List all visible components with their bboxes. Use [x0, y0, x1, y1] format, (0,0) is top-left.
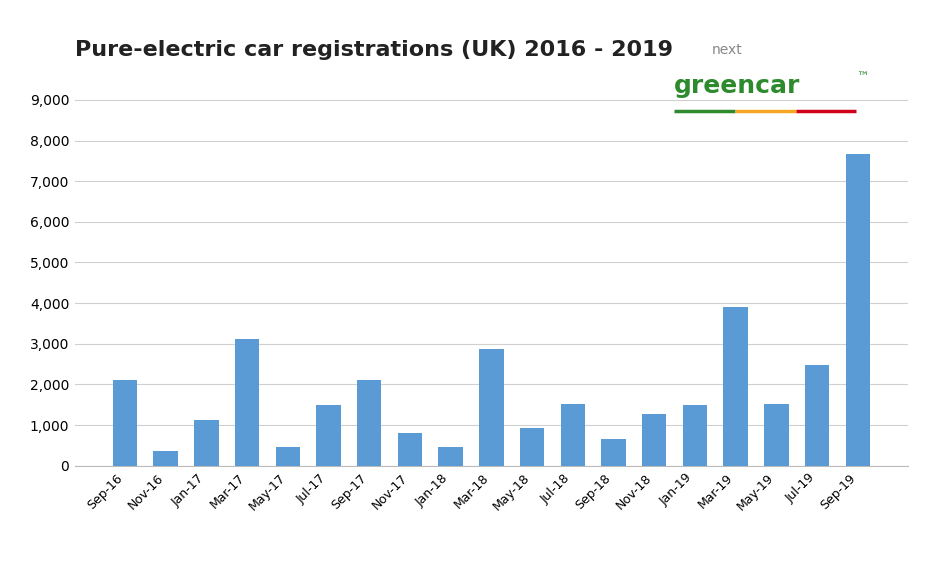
Bar — [805, 365, 829, 466]
Bar — [235, 339, 259, 466]
Bar — [764, 403, 789, 466]
Bar — [561, 403, 585, 466]
Bar — [642, 414, 666, 466]
Bar — [316, 405, 341, 466]
Bar — [601, 439, 626, 466]
Bar — [724, 307, 748, 466]
Bar — [112, 381, 138, 466]
Bar — [438, 448, 463, 466]
Text: greencar: greencar — [674, 74, 800, 98]
Bar — [154, 451, 178, 466]
Bar — [682, 405, 708, 466]
Bar — [479, 349, 504, 466]
Bar — [275, 448, 300, 466]
Bar — [194, 420, 219, 466]
Text: next: next — [711, 43, 742, 57]
Bar — [845, 153, 870, 466]
Bar — [357, 381, 382, 466]
Bar — [519, 428, 545, 466]
Text: ™: ™ — [856, 71, 869, 84]
Text: Pure-electric car registrations (UK) 2016 - 2019: Pure-electric car registrations (UK) 201… — [75, 40, 673, 60]
Bar — [398, 433, 422, 466]
